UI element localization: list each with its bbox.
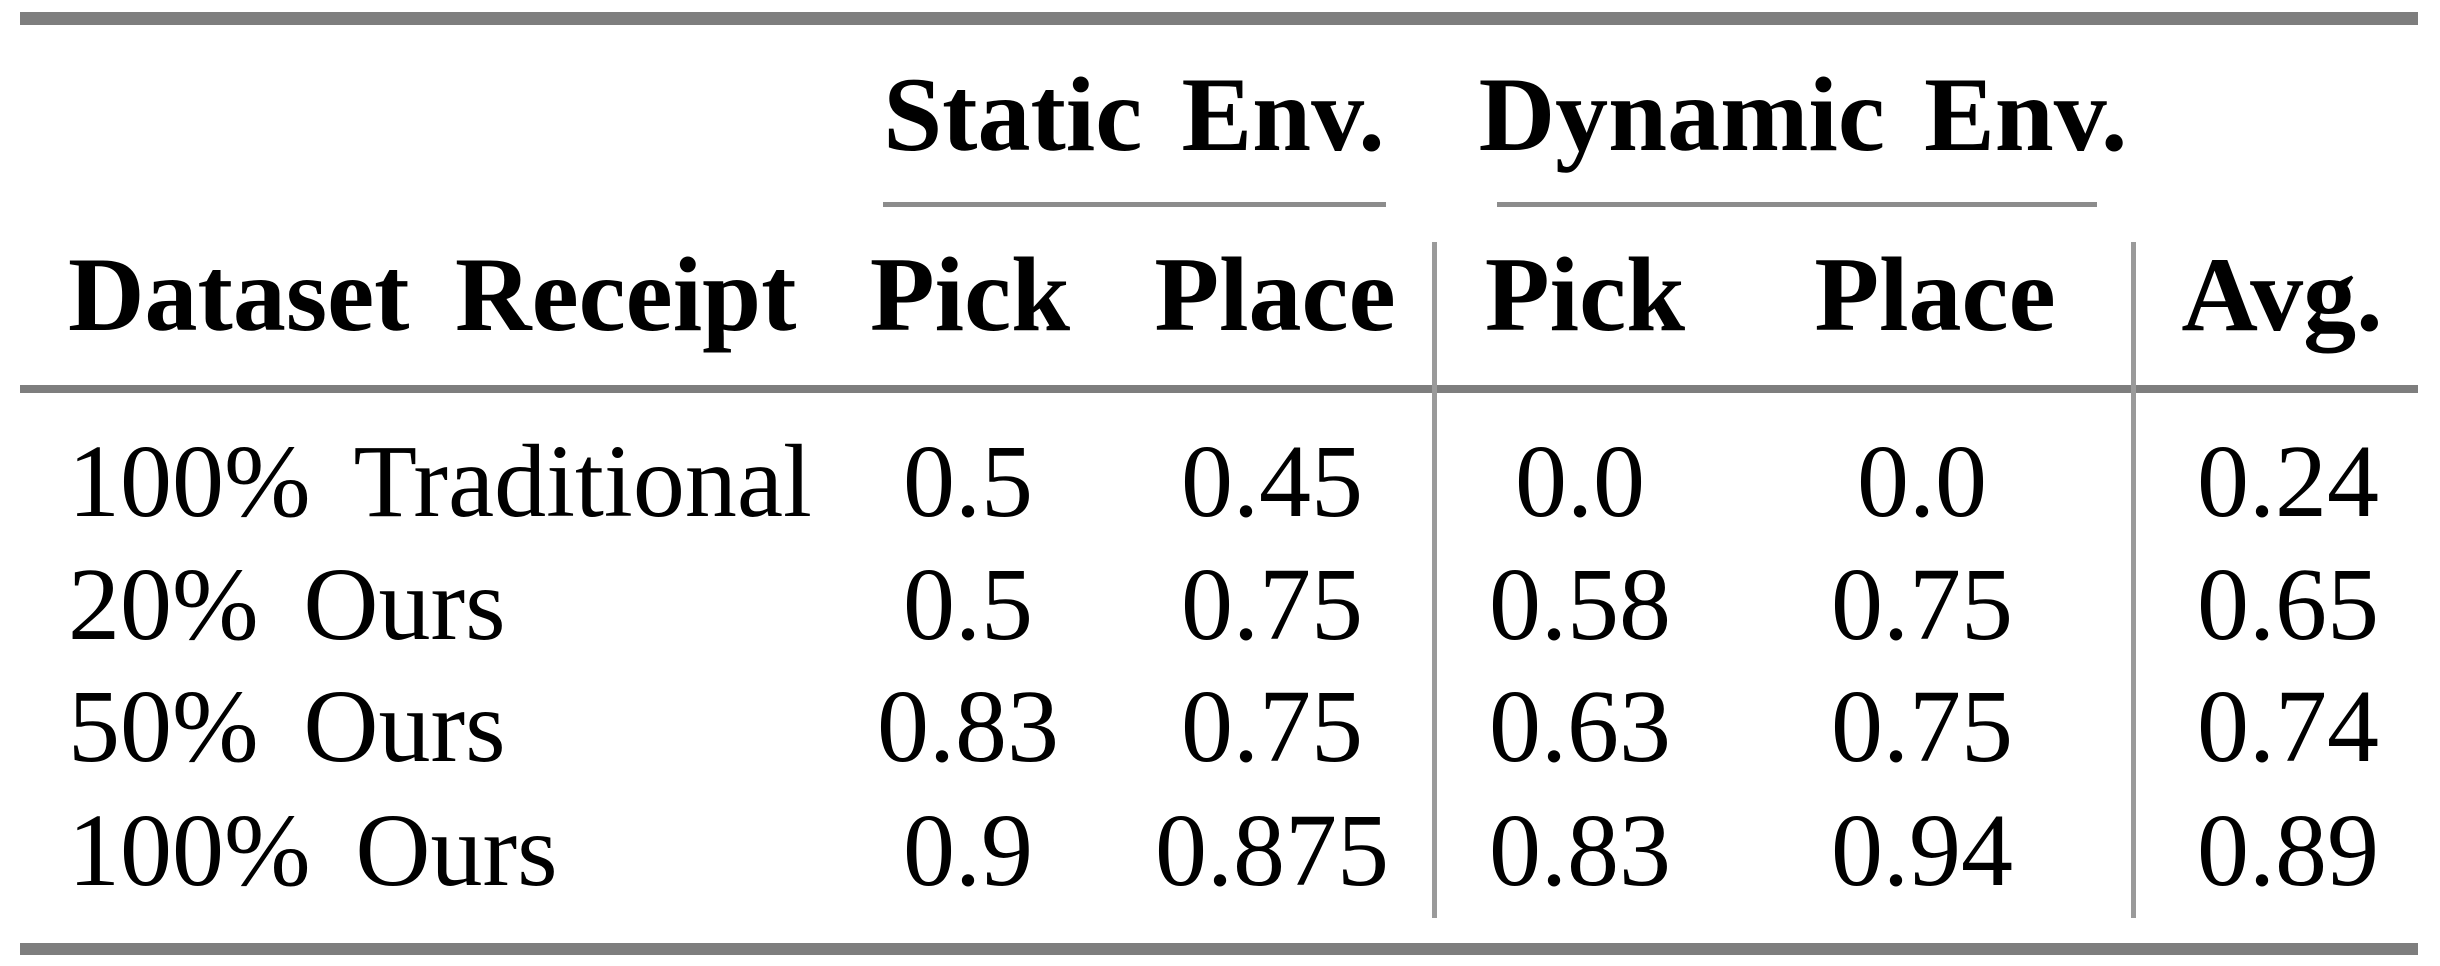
top-rule — [20, 12, 2418, 25]
cell-dynamic-place: 0.94 — [1831, 793, 2013, 908]
header-dynamic-place: Place — [1814, 236, 2056, 353]
cell-dynamic-pick: 0.58 — [1489, 547, 1671, 662]
cell-avg: 0.24 — [2197, 424, 2379, 539]
row-label: 50% Ours — [68, 669, 506, 784]
bottom-rule — [20, 943, 2418, 955]
cell-dynamic-place: 0.75 — [1831, 669, 2013, 784]
header-dynamic-pick: Pick — [1484, 236, 1686, 353]
row-label: 100% Ours — [68, 793, 558, 908]
cell-dynamic-pick: 0.63 — [1489, 669, 1671, 784]
cell-static-place: 0.75 — [1181, 547, 1363, 662]
static-env-underline — [883, 202, 1386, 207]
cell-dynamic-pick: 0.0 — [1515, 424, 1645, 539]
cell-dynamic-place: 0.75 — [1831, 547, 2013, 662]
header-static-place: Place — [1154, 236, 1396, 353]
divider-static-dynamic — [1432, 242, 1437, 918]
header-avg: Avg. — [2181, 236, 2383, 353]
cell-dynamic-pick: 0.83 — [1489, 793, 1671, 908]
cell-static-pick: 0.9 — [903, 793, 1033, 908]
col-group-dynamic-env: Dynamic Env. — [1478, 56, 2128, 173]
cell-static-place: 0.875 — [1155, 793, 1389, 908]
row-label: 20% Ours — [68, 547, 506, 662]
cell-static-place: 0.75 — [1181, 669, 1363, 784]
cell-static-pick: 0.83 — [877, 669, 1059, 784]
cell-static-pick: 0.5 — [903, 424, 1033, 539]
cell-avg: 0.89 — [2197, 793, 2379, 908]
cell-avg: 0.74 — [2197, 669, 2379, 784]
dynamic-env-underline — [1497, 202, 2097, 207]
cell-avg: 0.65 — [2197, 547, 2379, 662]
cell-dynamic-place: 0.0 — [1857, 424, 1987, 539]
header-separator-rule — [20, 385, 2418, 393]
header-static-pick: Pick — [869, 236, 1071, 353]
cell-static-pick: 0.5 — [903, 547, 1033, 662]
header-dataset-receipt: Dataset Receipt — [68, 236, 797, 353]
row-label: 100% Traditional — [68, 424, 812, 539]
cell-static-place: 0.45 — [1181, 424, 1363, 539]
divider-dynamic-avg — [2131, 242, 2136, 918]
col-group-static-env: Static Env. — [883, 56, 1385, 173]
